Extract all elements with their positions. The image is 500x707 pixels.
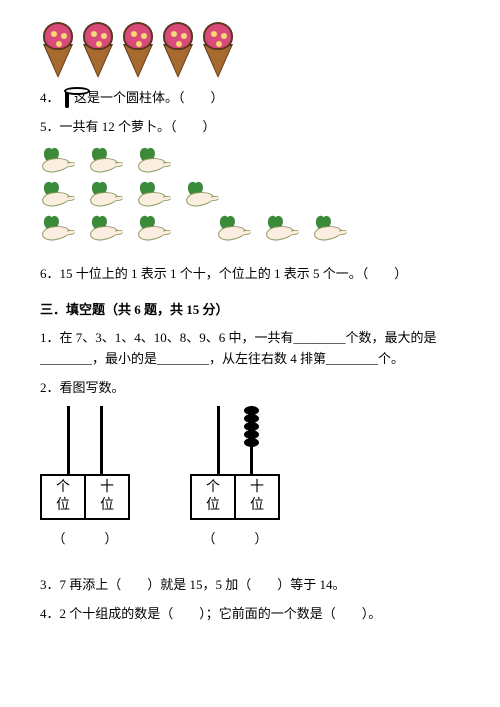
q3-1-line2: ________，最小的是________，从左往右数 4 排第________…: [40, 351, 404, 366]
abacus-left-cell-tens: 十 位: [86, 476, 128, 518]
label-wei2: 位: [100, 497, 114, 515]
abacus-left-base: 个 位 十 位: [40, 474, 130, 520]
abacus-right: 个 位 十 位: [190, 406, 280, 520]
label-wei: 位: [56, 497, 70, 515]
q6-text: 6．15 十位上的 1 表示 1 个十，个位上的 1 表示 5 个一。（ ）: [40, 266, 407, 281]
q5-text: 5．一共有 12 个萝卜。（ ）: [40, 119, 216, 134]
abacus-right-base: 个 位 十 位: [190, 474, 280, 520]
radish-icon: [136, 148, 176, 178]
abacus-left-answer: （ ）: [40, 528, 130, 547]
abacus-left-rod-2: [100, 406, 103, 476]
radish-row: [40, 182, 460, 212]
radish-icon: [88, 182, 128, 212]
section-3-title: 三．填空题（共 6 题，共 15 分）: [40, 299, 460, 318]
question-4: 4． 这是一个圆柱体。（ ）: [40, 88, 460, 109]
radish-icon: [136, 182, 176, 212]
q4-text: 这是一个圆柱体。（ ）: [74, 90, 224, 105]
cup-icon: [65, 89, 69, 110]
label-ge: 个: [56, 479, 70, 497]
icecream-icon: [120, 20, 156, 80]
question-5: 5．一共有 12 个萝卜。（ ）: [40, 117, 460, 138]
icecream-icon: [200, 20, 236, 80]
abacus-right-rod-2: [250, 406, 253, 476]
icecream-icon: [80, 20, 116, 80]
abacus-left: 个 位 十 位: [40, 406, 130, 520]
abacus-right-cell-ones: 个 位: [192, 476, 236, 518]
radish-group: [216, 216, 352, 246]
radish-icon: [88, 216, 128, 246]
question-3-4: 4．2 个十组成的数是（ ）；它前面的一个数是（ ）。: [40, 604, 460, 625]
label-ge-r: 个: [206, 479, 220, 497]
radish-icon: [40, 216, 80, 246]
icecream-icon: [40, 20, 76, 80]
radish-icon: [136, 216, 176, 246]
radish-icon: [40, 148, 80, 178]
radish-figure: [40, 148, 460, 250]
abacus-left-wrap: 个 位 十 位 （ ）: [40, 406, 130, 547]
question-3-1: 1．在 7、3、1、4、10、8、9、6 中，一共有________个数，最大的…: [40, 328, 460, 370]
abacus-right-rod-1: [217, 406, 220, 476]
icecream-icon: [160, 20, 196, 80]
question-3-2: 2．看图写数。: [40, 378, 460, 399]
abacus-right-answer: （ ）: [190, 528, 280, 547]
question-6: 6．15 十位上的 1 表示 1 个十，个位上的 1 表示 5 个一。（ ）: [40, 264, 460, 285]
radish-group: [40, 216, 176, 246]
abacus-left-cell-ones: 个 位: [42, 476, 86, 518]
q4-prefix: 4．: [40, 90, 60, 105]
radish-icon: [264, 216, 304, 246]
label-shi-r: 十: [250, 479, 264, 497]
label-shi: 十: [100, 479, 114, 497]
label-wei2-r: 位: [250, 497, 264, 515]
radish-icon: [216, 216, 256, 246]
abacus-right-wrap: 个 位 十 位 （ ）: [190, 406, 280, 547]
question-3-3: 3．7 再添上（ ）就是 15，5 加（ ）等于 14。: [40, 575, 460, 596]
radish-icon: [40, 182, 80, 212]
icecream-row: [40, 20, 460, 80]
abacus-right-cell-tens: 十 位: [236, 476, 278, 518]
label-wei-r: 位: [206, 497, 220, 515]
abacus-pair: 个 位 十 位 （ ） 个 位 十: [40, 406, 460, 547]
radish-row: [40, 148, 460, 178]
radish-icon: [88, 148, 128, 178]
radish-icon: [312, 216, 352, 246]
q3-1-line1: 1．在 7、3、1、4、10、8、9、6 中，一共有________个数，最大的…: [40, 330, 437, 345]
radish-icon: [184, 182, 224, 212]
abacus-left-rod-1: [67, 406, 70, 476]
abacus-bead: [244, 438, 259, 447]
